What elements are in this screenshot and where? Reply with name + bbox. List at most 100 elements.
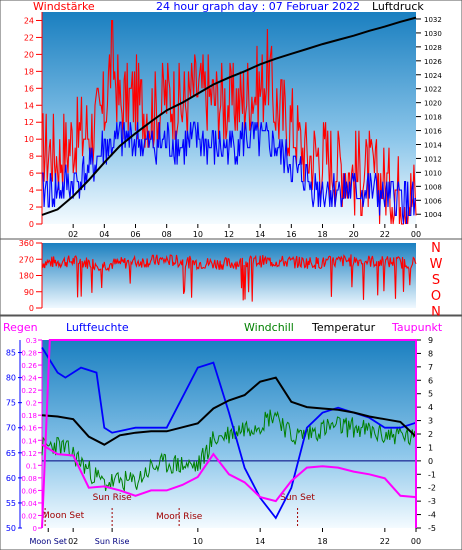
x-tick-label: 04 [99,230,109,239]
x-tick-label: 14 [255,537,265,546]
y-right-tick-label: 1008 [424,183,442,191]
temp-tick-label: -3 [428,497,436,506]
y-right-tick-label: 1020 [424,100,442,108]
humidity-tick-label: 50 [6,524,16,533]
rain-line [41,339,417,529]
y-tick-label: 22 [24,33,34,42]
x-tick-label: 08 [162,230,172,239]
direction-tick-label: 270 [19,255,34,264]
x-tick-label: Sun Rise [95,537,130,546]
y-right-tick-label: 1026 [424,58,442,66]
humidity-tick-label: 60 [6,474,16,483]
rain-tick-label: 0.3 [26,337,37,345]
rain-tick-label: 0.26 [21,362,37,370]
y-right-tick-label: 1018 [424,114,442,122]
rain-tick-label: 0.06 [21,487,37,495]
y-tick-label: 14 [24,101,34,110]
rain-tick-label: 0.04 [21,500,37,508]
humidity-tick-label: 80 [6,374,16,383]
compass-letter: W [430,257,443,272]
dewpoint-line [41,443,417,503]
windchill-line [41,409,417,493]
compass-letter: N [431,305,441,320]
humidity-tick-label: 70 [6,424,16,433]
y-tick-label: 8 [29,152,34,161]
rain-tick-label: 0.14 [21,437,37,445]
compass-letter: N [431,241,441,256]
y-tick-label: 18 [24,67,34,76]
y-right-tick-label: 1014 [424,142,442,150]
rain-tick-label: 0.18 [21,412,37,420]
temp-tick-label: 9 [428,336,433,345]
y-right-tick-label: 1032 [424,16,442,24]
dewpoint-label: Taupunkt [391,321,443,334]
y-tick-label: 12 [24,118,34,127]
temperature-line [41,376,417,446]
compass-letter: O [431,289,441,304]
humidity-tick-label: 65 [6,449,16,458]
temp-tick-label: 5 [428,390,433,399]
direction-tick-label: 180 [19,272,34,281]
rain-tick-label: 0.02 [21,512,37,520]
event-label: Sun Set [280,493,315,503]
x-tick-label: 02 [68,537,78,546]
event-label: Moon Rise [156,512,203,522]
y-tick-label: 4 [29,186,34,195]
rain-tick-label: 0.16 [21,425,37,433]
wind-label: Windstärke [33,0,95,13]
rain-tick-label: 0.2 [26,400,37,408]
event-label: Moon Set [42,511,85,521]
rain-tick-label: 0.12 [21,450,37,458]
y-right-tick-label: 1004 [424,211,442,219]
temp-tick-label: -1 [428,470,436,479]
x-tick-label: Moon Set [30,537,67,546]
x-tick-label: 22 [380,230,390,239]
rain-tick-label: 0.08 [21,475,37,483]
temp-tick-label: -4 [428,511,436,520]
y-tick-label: 16 [24,84,34,93]
direction-tick-label: 360 [19,239,34,248]
temp-tick-label: -5 [428,524,436,533]
rain-tick-label: 0 [33,525,37,533]
x-tick-label: 18 [317,230,327,239]
x-tick-label: 06 [130,230,140,239]
direction-tick-label: 0 [29,304,34,313]
y-right-tick-label: 1012 [424,155,442,163]
y-right-tick-label: 1030 [424,30,442,38]
pressure-label: Luftdruck [372,0,424,13]
y-tick-label: 20 [24,50,34,59]
y-right-tick-label: 1024 [424,72,442,80]
temp-tick-label: 0 [428,457,433,466]
rain-tick-label: 0.28 [21,350,37,358]
humidity-tick-label: 85 [6,349,16,358]
x-tick-label: 14 [255,230,265,239]
direction-plot-area [42,243,416,308]
y-right-tick-label: 1010 [424,169,442,177]
x-tick-label: 18 [317,537,327,546]
rain-label: Regen [3,321,38,334]
x-tick-label: 10 [193,230,203,239]
y-tick-label: 0 [29,220,34,229]
y-tick-label: 10 [24,135,34,144]
temp-tick-label: 2 [428,430,433,439]
y-right-tick-label: 1028 [424,44,442,52]
compass-letter: S [432,273,440,288]
y-right-tick-label: 1016 [424,128,442,136]
humidity-label: Luftfeuchte [66,321,129,334]
temperature-label: Temperatur [311,321,376,334]
humidity-tick-label: 75 [6,399,16,408]
temp-tick-label: 6 [428,376,433,385]
windchill-label: Windchill [244,321,294,334]
x-tick-label: 00 [411,230,421,239]
y-tick-label: 24 [24,16,34,25]
temp-tick-label: 4 [428,403,433,412]
x-tick-label: 10 [193,537,203,546]
humidity-tick-label: 55 [6,499,16,508]
chart-title: 24 hour graph day : 07 Februar 2022 [156,0,360,13]
x-tick-label: 22 [380,537,390,546]
x-tick-label: 00 [411,537,421,546]
temp-tick-label: -2 [428,484,436,493]
x-tick-label: 12 [224,230,234,239]
event-label: Sun Rise [93,493,132,503]
temp-tick-label: 1 [428,443,433,452]
